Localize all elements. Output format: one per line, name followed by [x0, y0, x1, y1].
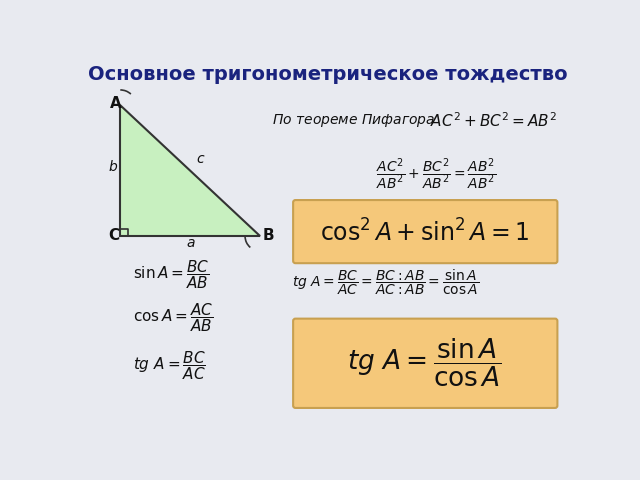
Text: C: C — [109, 228, 120, 243]
Polygon shape — [120, 105, 260, 236]
Text: $\sin A = \dfrac{BC}{AB}$: $\sin A = \dfrac{BC}{AB}$ — [132, 258, 209, 291]
Text: $tg\ A = \dfrac{BC}{AC}$: $tg\ A = \dfrac{BC}{AC}$ — [132, 349, 205, 382]
FancyBboxPatch shape — [293, 319, 557, 408]
Text: b: b — [109, 160, 117, 174]
Text: B: B — [263, 228, 275, 243]
Text: A: A — [109, 96, 121, 111]
Text: $\dfrac{AC^2}{AB^2} + \dfrac{BC^2}{AB^2} = \dfrac{AB^2}{AB^2}$: $\dfrac{AC^2}{AB^2} + \dfrac{BC^2}{AB^2}… — [376, 157, 497, 192]
Text: $AC^2 + BC^2 = AB^2$: $AC^2 + BC^2 = AB^2$ — [430, 111, 557, 130]
Text: Основное тригонометрическое тождество: Основное тригонометрическое тождество — [88, 65, 568, 84]
Text: $tg\ A = \dfrac{BC}{AC} = \dfrac{BC : AB}{AC : AB} = \dfrac{\sin A}{\cos A}$: $tg\ A = \dfrac{BC}{AC} = \dfrac{BC : AB… — [292, 268, 480, 297]
FancyBboxPatch shape — [293, 200, 557, 263]
Text: $\cos A = \dfrac{AC}{AB}$: $\cos A = \dfrac{AC}{AB}$ — [132, 301, 213, 334]
Text: a: a — [186, 236, 195, 250]
Text: $tg\ A = \dfrac{\sin A}{\cos A}$: $tg\ A = \dfrac{\sin A}{\cos A}$ — [348, 337, 502, 389]
Text: $\cos^2 A + \sin^2 A = 1$: $\cos^2 A + \sin^2 A = 1$ — [320, 219, 529, 247]
Text: $\it{По\ теореме\ Пифагора}$: $\it{По\ теореме\ Пифагора}$ — [272, 112, 436, 129]
Text: c: c — [196, 152, 204, 166]
